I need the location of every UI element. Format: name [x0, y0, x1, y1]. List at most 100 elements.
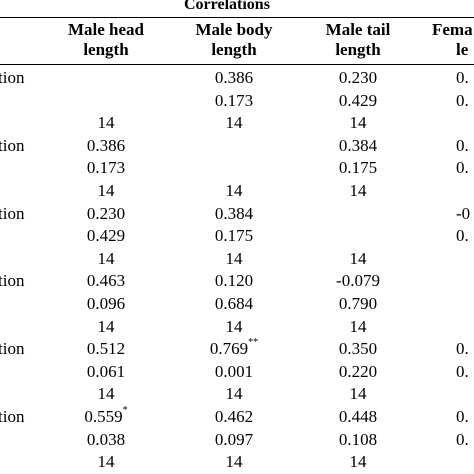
table-cell: 0.429 — [303, 91, 413, 111]
table-cell: 0.448 — [303, 407, 413, 427]
cell-value: 0.038 — [86, 429, 126, 449]
table-cell: 0.173 — [179, 91, 289, 111]
column-header-1: Male head length — [48, 20, 164, 60]
cell-value: 0.350 — [338, 339, 378, 359]
table-cell: 0.512 — [51, 339, 161, 359]
table-cell: 0.386 — [51, 136, 161, 156]
table-title: Correlations — [184, 0, 270, 13]
table-cell: 0. — [456, 362, 469, 382]
cell-value: 14 — [349, 181, 367, 200]
table-cell: 0.386 — [179, 68, 289, 88]
cell-value: 14 — [97, 113, 115, 133]
table-cell: -0 — [456, 204, 470, 224]
table-cell: 14 — [303, 249, 413, 269]
cell-value: 0. — [456, 226, 469, 246]
cell-value: 14 — [349, 113, 367, 133]
table-cell: 14 — [51, 452, 161, 472]
cell-value: 0.097 — [214, 429, 254, 449]
cell-value: 0.108 — [338, 429, 378, 449]
cell-value: 0. — [456, 429, 469, 449]
column-header-1-line1: Male head — [67, 20, 145, 39]
table-cell: 0.108 — [303, 430, 413, 450]
table-cell: 0.384 — [179, 204, 289, 224]
table-cell: 0.061 — [51, 362, 161, 382]
cell-value: 0.120 — [214, 271, 254, 291]
table-cell: 0.462 — [179, 407, 289, 427]
column-header-2-line1: Male body — [195, 20, 273, 39]
cell-value: 14 — [349, 248, 367, 268]
table-cell: 0.175 — [179, 226, 289, 246]
table-cell: 0. — [456, 226, 469, 246]
table-cell: 14 — [179, 181, 289, 201]
table-cell: 0.175 — [303, 158, 413, 178]
table-cell: 14 — [51, 249, 161, 269]
cell-value: 0.175 — [338, 158, 378, 178]
cell-value: 0.448 — [338, 407, 378, 426]
table-cell: 0.384 — [303, 136, 413, 156]
cell-value: 0.173 — [214, 90, 254, 110]
table-cell: 0. — [456, 339, 469, 359]
table-cell: 14 — [179, 113, 289, 133]
cell-value: 0. — [456, 90, 469, 110]
cell-value: -0 — [456, 203, 471, 223]
cell-value: 0. — [456, 158, 469, 178]
cell-value: 0.462 — [214, 407, 254, 426]
cell-value: 0.429 — [338, 90, 378, 110]
table-cell: 14 — [51, 181, 161, 201]
cell-value: 14 — [97, 248, 115, 268]
table-cell: 0.463 — [51, 271, 161, 291]
table-cell: 14 — [303, 113, 413, 133]
table-cell: 14 — [51, 384, 161, 404]
table-cell: 0.120 — [179, 271, 289, 291]
column-header-3-line2: length — [335, 40, 381, 59]
row-label: tion — [0, 135, 25, 155]
table-cell: 0.429 — [51, 226, 161, 246]
cell-value: 14 — [97, 181, 115, 200]
column-header-4-line1: Fema — [432, 20, 473, 39]
title-rule — [0, 17, 474, 18]
column-header-4-line2: le — [456, 40, 469, 59]
table-cell: 0.230 — [303, 68, 413, 88]
cell-value: 0.429 — [86, 226, 126, 246]
cell-value: 0.384 — [214, 203, 254, 223]
cell-value: 0.001 — [214, 361, 254, 381]
cell-value: 0. — [456, 135, 469, 155]
table-cell: 0.097 — [179, 430, 289, 450]
cell-value: 14 — [349, 316, 367, 336]
cell-value: 0.386 — [86, 135, 126, 155]
table-cell: 14 — [303, 317, 413, 337]
column-header-2-line2: length — [211, 40, 257, 59]
table-cell: 0. — [456, 407, 469, 427]
cell-value: 14 — [97, 452, 115, 472]
cell-value: -0.079 — [336, 271, 380, 291]
significance-marker: * — [122, 405, 128, 416]
table-cell: 0. — [456, 430, 469, 450]
cell-value: 0.386 — [214, 68, 254, 87]
table-cell: 0.001 — [179, 362, 289, 382]
cell-value: 14 — [225, 113, 243, 133]
cell-value: 0.230 — [338, 68, 378, 87]
cell-value: 14 — [225, 181, 243, 200]
column-header-1-line2: length — [83, 40, 129, 59]
cell-value: 0. — [456, 407, 469, 426]
row-label: tion — [0, 203, 25, 223]
table-cell: 14 — [179, 384, 289, 404]
cell-value: 0. — [456, 339, 469, 359]
cell-value: 0.769 — [209, 339, 249, 359]
table-cell: 0. — [456, 136, 469, 156]
table-cell: 14 — [303, 181, 413, 201]
table-cell: 14 — [51, 317, 161, 337]
table-cell: 14 — [179, 249, 289, 269]
table-cell: 0.096 — [51, 294, 161, 314]
cell-value: 14 — [225, 316, 243, 336]
cell-value: 0.230 — [86, 203, 126, 223]
table-cell: 0.173 — [51, 158, 161, 178]
cell-value: 0.384 — [338, 135, 378, 155]
column-header-2: Male body length — [174, 20, 294, 60]
column-header-3-line1: Male tail — [325, 20, 391, 39]
table-cell: 14 — [303, 384, 413, 404]
header-rule — [0, 64, 474, 65]
column-header-3: Male tail length — [300, 20, 416, 60]
column-header-4: Fema le — [432, 20, 474, 60]
table-cell: 0. — [456, 91, 469, 111]
